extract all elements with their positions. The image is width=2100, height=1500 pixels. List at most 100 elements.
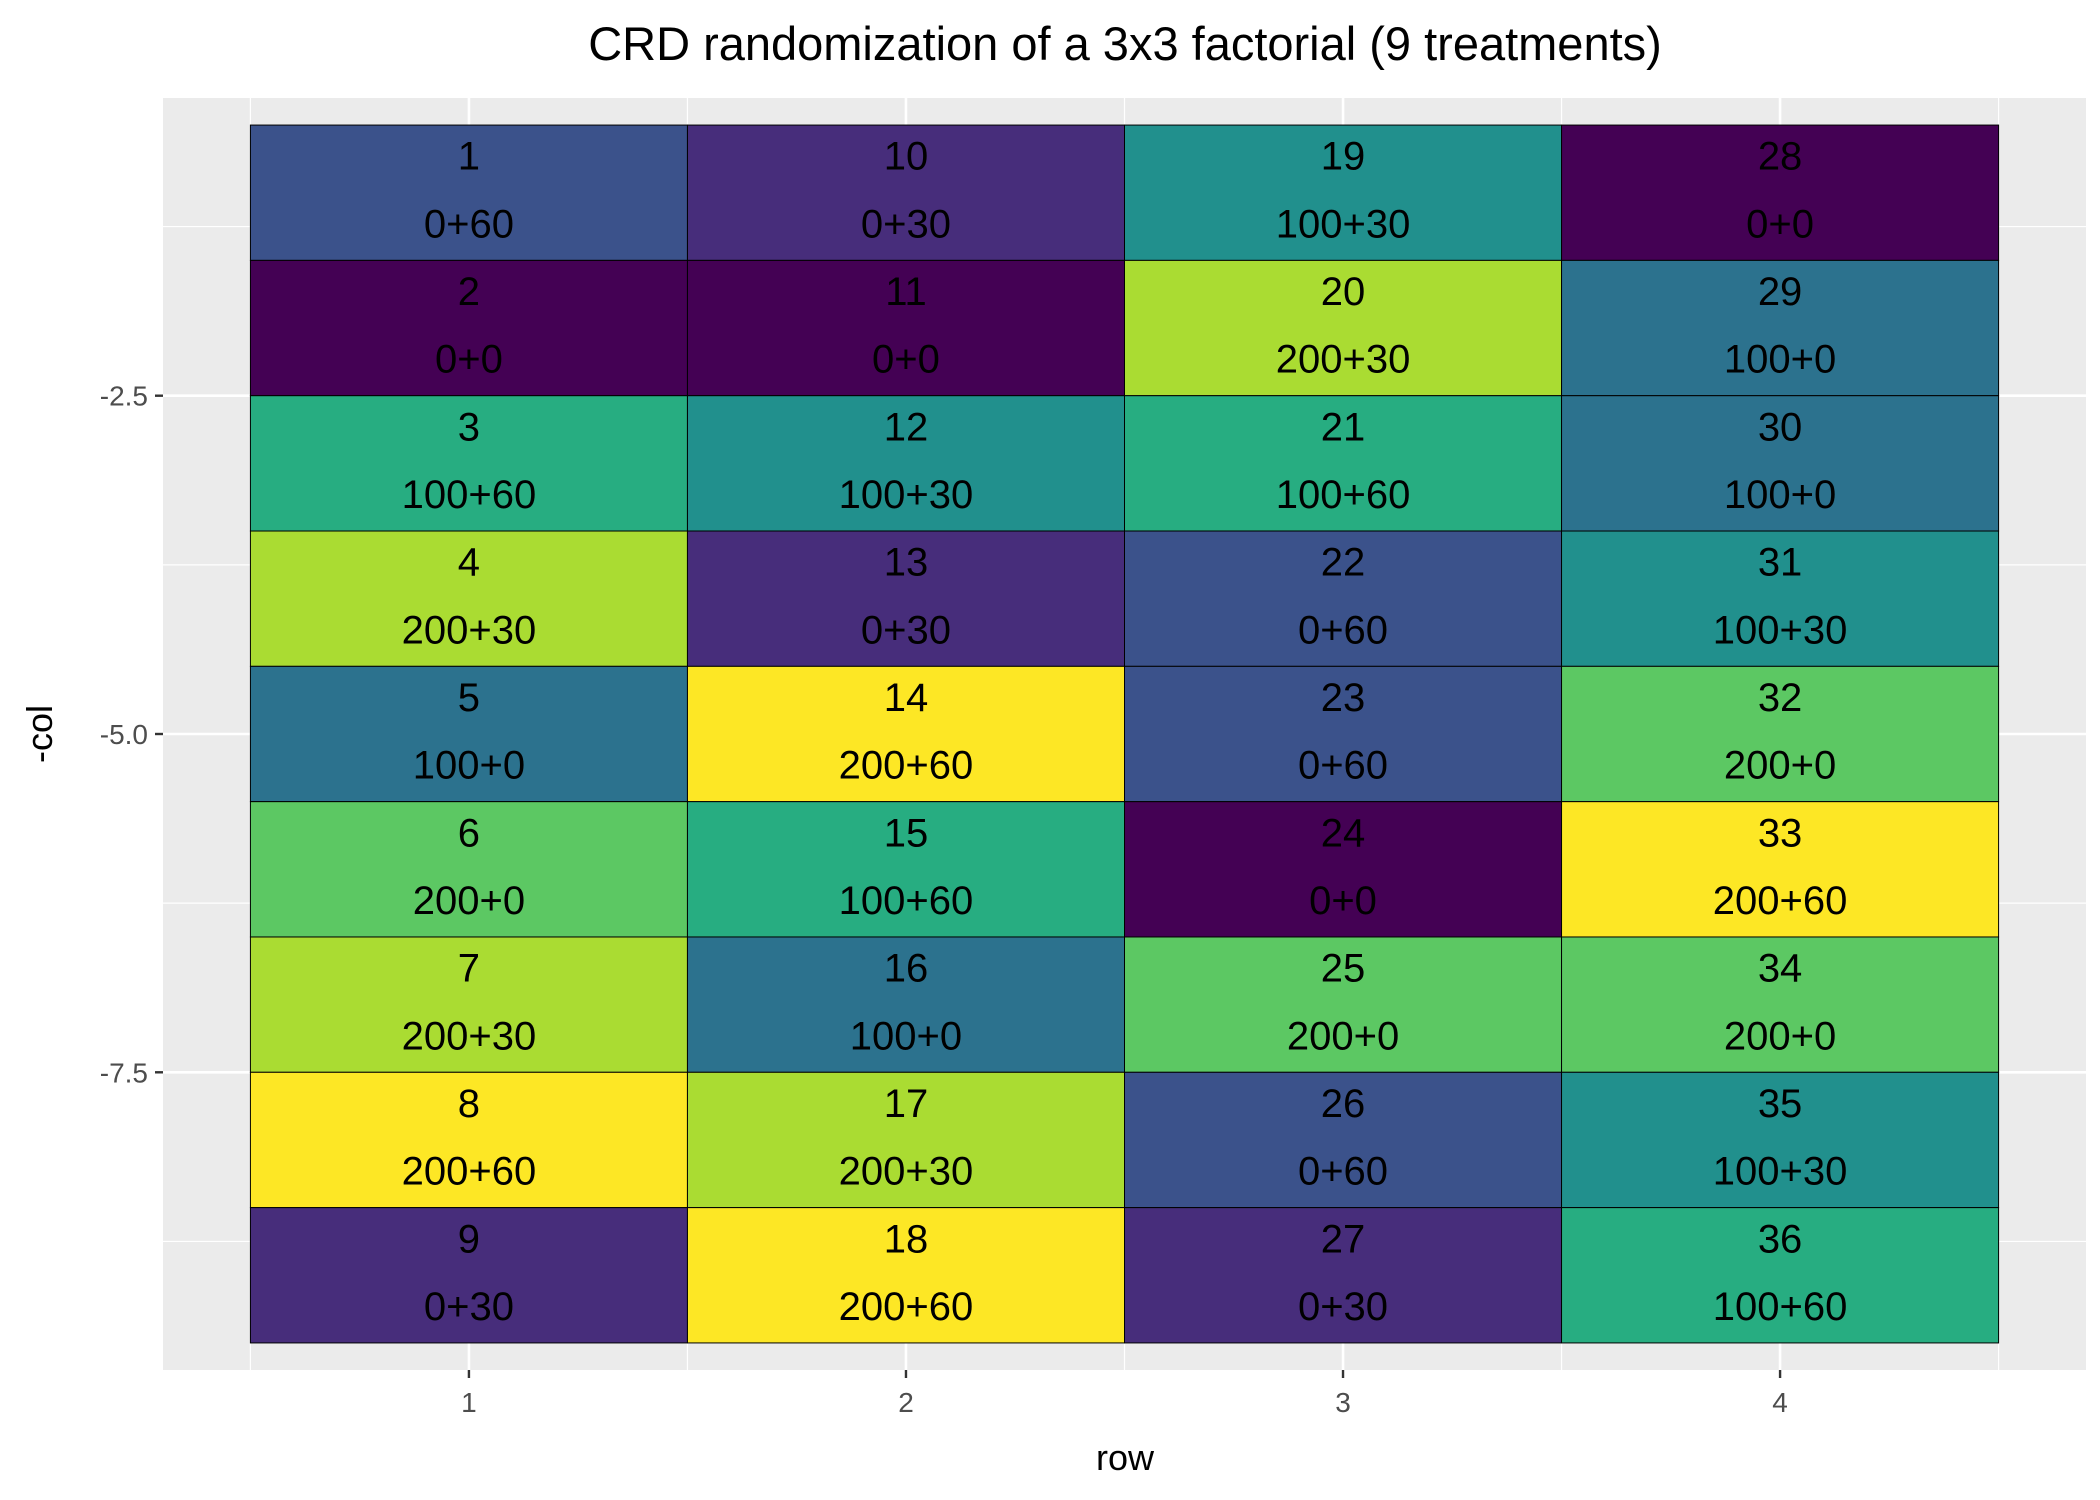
treatment-label: 200+0 [1287, 1014, 1399, 1058]
plot-cell-18 [686, 1207, 1125, 1344]
x-tick-label: 3 [1335, 1387, 1351, 1418]
plot-number-label: 36 [1758, 1217, 1803, 1261]
treatment-label: 200+60 [402, 1150, 537, 1194]
treatment-label: 100+0 [850, 1014, 962, 1058]
treatment-label: 0+30 [424, 1285, 514, 1329]
plot-cell-33 [1561, 801, 2000, 938]
treatment-label: 100+60 [402, 473, 537, 517]
plot-cell-11 [686, 259, 1125, 397]
plot-number-label: 1 [458, 135, 480, 179]
plot-cell-3 [249, 395, 688, 532]
x-tick-label: 1 [461, 1387, 477, 1418]
plot-number-label: 35 [1758, 1082, 1803, 1126]
treatment-label: 200+0 [413, 879, 525, 923]
plot-number-label: 4 [458, 541, 480, 585]
treatment-label: 200+60 [1713, 879, 1848, 923]
treatment-label: 100+30 [1713, 608, 1848, 652]
plot-cell-6 [249, 801, 688, 938]
plot-number-label: 24 [1321, 811, 1366, 855]
plot-number-label: 8 [458, 1082, 480, 1126]
plot-cell-16 [686, 936, 1125, 1073]
treatment-label: 100+30 [1276, 202, 1411, 246]
plot-number-label: 31 [1758, 541, 1803, 585]
plot-number-label: 27 [1321, 1217, 1366, 1261]
treatment-label: 100+0 [413, 744, 525, 788]
plot-number-label: 23 [1321, 676, 1366, 720]
treatment-label: 0+0 [1309, 879, 1377, 923]
plot-number-label: 29 [1758, 270, 1803, 314]
plot-number-label: 20 [1321, 270, 1366, 314]
plot-cell-30 [1561, 395, 2000, 532]
plot-number-label: 19 [1321, 135, 1366, 179]
treatment-label: 0+60 [424, 202, 514, 246]
treatment-label: 0+0 [872, 338, 940, 382]
plot-cell-24 [1124, 801, 1563, 938]
x-tick-label: 2 [898, 1387, 914, 1418]
treatment-label: 100+30 [1713, 1150, 1848, 1194]
plot-cell-13 [686, 530, 1125, 667]
treatment-label: 100+0 [1724, 473, 1836, 517]
treatment-label: 200+30 [839, 1150, 974, 1194]
plot-number-label: 17 [884, 1082, 929, 1126]
axes: 1 2 3 4-2.5-5.0-7.5 [100, 381, 1788, 1418]
chart-title: CRD randomization of a 3x3 factorial (9 … [588, 17, 1662, 70]
plot-number-label: 22 [1321, 541, 1366, 585]
treatment-label: 0+0 [435, 338, 503, 382]
plot-cell-23 [1124, 665, 1563, 803]
plot-cell-20 [1124, 259, 1563, 397]
plot-number-label: 2 [458, 270, 480, 314]
plot-number-label: 30 [1758, 405, 1803, 449]
plot-cell-35 [1561, 1071, 2000, 1209]
treatment-label: 0+30 [1298, 1285, 1388, 1329]
treatment-label: 100+60 [839, 879, 974, 923]
treatment-label: 100+0 [1724, 338, 1836, 382]
plot-cell-36 [1561, 1207, 2000, 1344]
plot-number-label: 9 [458, 1217, 480, 1261]
treatment-label: 200+60 [839, 1285, 974, 1329]
y-tick-label: -5.0 [100, 719, 148, 750]
plot-number-label: 10 [884, 135, 929, 179]
y-tick-label: -2.5 [100, 381, 148, 412]
plot-number-label: 34 [1758, 947, 1803, 991]
treatment-label: 100+60 [1276, 473, 1411, 517]
plot-cells [249, 124, 2000, 1344]
treatment-label: 200+30 [1276, 338, 1411, 382]
plot-cell-4 [249, 530, 688, 667]
plot-cell-8 [249, 1071, 688, 1209]
plot-cell-5 [249, 665, 688, 803]
plot-cell-21 [1124, 395, 1563, 532]
plot-number-label: 26 [1321, 1082, 1366, 1126]
plot-cell-25 [1124, 936, 1563, 1073]
plot-cell-7 [249, 936, 688, 1073]
plot-cell-27 [1124, 1207, 1563, 1344]
plot-number-label: 7 [458, 947, 480, 991]
plot-number-label: 14 [884, 676, 929, 720]
plot-cell-26 [1124, 1071, 1563, 1209]
x-tick-label: 4 [1772, 1387, 1788, 1418]
plot-number-label: 21 [1321, 405, 1366, 449]
plot-cell-12 [686, 395, 1125, 532]
treatment-label: 200+0 [1724, 1014, 1836, 1058]
treatment-label: 0+30 [861, 608, 951, 652]
treatment-label: 0+60 [1298, 608, 1388, 652]
plot-cell-29 [1561, 259, 2000, 397]
treatment-label: 100+60 [1713, 1285, 1848, 1329]
treatment-label: 0+30 [861, 202, 951, 246]
y-axis-title: -col [19, 705, 60, 763]
treatment-label: 200+0 [1724, 744, 1836, 788]
plot-cell-1 [249, 124, 688, 261]
treatment-label: 200+30 [402, 1014, 537, 1058]
plot-number-label: 13 [884, 541, 929, 585]
x-axis-title: row [1096, 1437, 1155, 1478]
plot-cell-10 [686, 124, 1125, 261]
plot-cell-22 [1124, 530, 1563, 667]
treatment-label: 200+60 [839, 744, 974, 788]
plot-cell-15 [686, 801, 1125, 938]
treatment-label: 0+0 [1746, 202, 1814, 246]
plot-number-label: 33 [1758, 811, 1803, 855]
treatment-label: 0+60 [1298, 744, 1388, 788]
plot-number-label: 16 [884, 947, 929, 991]
plot-cell-32 [1561, 665, 2000, 803]
y-tick-label: -7.5 [100, 1057, 148, 1088]
